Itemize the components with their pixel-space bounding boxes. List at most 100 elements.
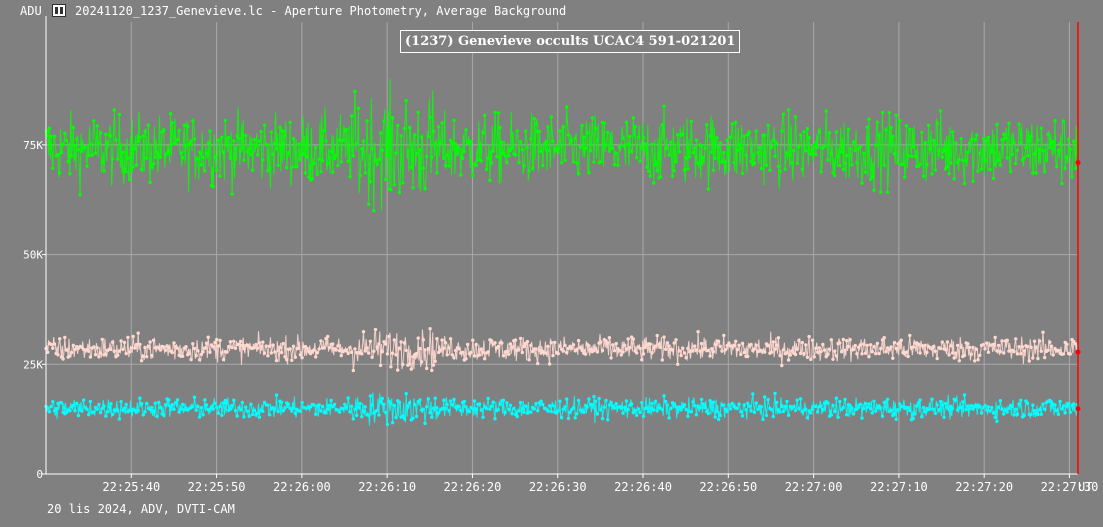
data-point — [1007, 406, 1011, 411]
data-point — [740, 414, 745, 418]
data-point — [247, 414, 251, 418]
data-point — [565, 350, 569, 355]
data-point — [955, 343, 960, 348]
data-point — [906, 354, 910, 359]
data-point — [571, 406, 576, 410]
data-point — [389, 365, 393, 369]
data-point — [735, 406, 740, 410]
data-point — [233, 346, 238, 350]
data-point — [650, 351, 654, 355]
data-point — [264, 142, 268, 147]
data-point — [138, 396, 142, 400]
data-point — [650, 142, 654, 146]
data-point — [491, 400, 495, 404]
data-point — [974, 347, 979, 351]
data-point — [129, 168, 134, 173]
data-point — [711, 168, 716, 172]
data-point — [629, 150, 634, 154]
time-cursor[interactable] — [1075, 22, 1081, 474]
data-point — [1034, 345, 1038, 349]
data-point — [433, 141, 437, 146]
data-point — [334, 153, 338, 158]
data-point — [418, 346, 422, 351]
data-point — [63, 335, 67, 340]
data-point — [404, 348, 408, 353]
data-point — [935, 403, 939, 407]
data-point — [1002, 412, 1006, 416]
data-point — [1005, 338, 1009, 342]
data-point — [97, 141, 101, 145]
data-point — [401, 362, 405, 367]
data-point — [923, 343, 927, 347]
data-point — [563, 158, 567, 163]
data-point — [908, 333, 912, 338]
data-point — [587, 170, 591, 175]
data-point — [215, 405, 219, 409]
data-point — [250, 412, 255, 417]
data-point — [1031, 171, 1035, 175]
data-point — [996, 405, 1001, 409]
data-point — [985, 341, 989, 345]
data-point — [686, 167, 690, 171]
data-point — [413, 133, 417, 137]
data-point — [256, 346, 260, 350]
data-point — [785, 351, 789, 355]
data-point — [606, 418, 610, 422]
data-point — [810, 147, 815, 152]
data-point — [133, 346, 137, 350]
data-point — [85, 164, 89, 168]
data-point — [616, 163, 620, 167]
data-point — [638, 410, 642, 415]
data-point — [821, 407, 825, 411]
data-point — [880, 110, 885, 115]
data-point — [986, 135, 991, 139]
data-point — [739, 146, 743, 151]
data-point — [945, 165, 950, 169]
data-point — [346, 396, 350, 400]
data-point — [87, 412, 91, 417]
data-point — [693, 146, 697, 150]
data-point — [213, 155, 217, 159]
data-point — [684, 356, 688, 360]
data-point — [98, 351, 103, 355]
data-point — [122, 167, 127, 171]
data-point — [52, 134, 57, 138]
data-point — [507, 407, 511, 412]
data-point — [95, 346, 99, 350]
data-point — [278, 345, 282, 349]
data-point — [457, 404, 461, 409]
data-point — [863, 401, 868, 406]
data-point — [846, 344, 851, 349]
data-point — [561, 125, 565, 129]
data-point — [360, 147, 364, 151]
data-point — [151, 409, 156, 413]
data-point — [136, 408, 140, 413]
data-point — [267, 344, 272, 348]
data-point — [889, 126, 893, 130]
data-point — [129, 346, 134, 350]
data-point — [51, 400, 55, 404]
data-point — [225, 401, 229, 405]
data-point — [1039, 126, 1044, 130]
data-point — [384, 342, 388, 346]
data-point — [71, 125, 76, 130]
data-point — [628, 134, 632, 139]
data-point — [635, 156, 639, 160]
data-point — [431, 406, 436, 410]
data-point — [621, 350, 625, 354]
data-point — [653, 163, 658, 167]
data-point — [76, 148, 81, 152]
data-point — [1002, 132, 1006, 136]
data-point — [1032, 409, 1037, 413]
data-point — [725, 409, 729, 414]
data-point — [964, 407, 968, 412]
data-point — [727, 403, 731, 407]
data-point — [609, 356, 613, 360]
data-point — [865, 125, 869, 130]
data-point — [221, 401, 226, 405]
data-point — [399, 340, 403, 344]
data-point — [833, 173, 837, 178]
data-point — [773, 347, 777, 351]
data-point — [141, 134, 145, 138]
